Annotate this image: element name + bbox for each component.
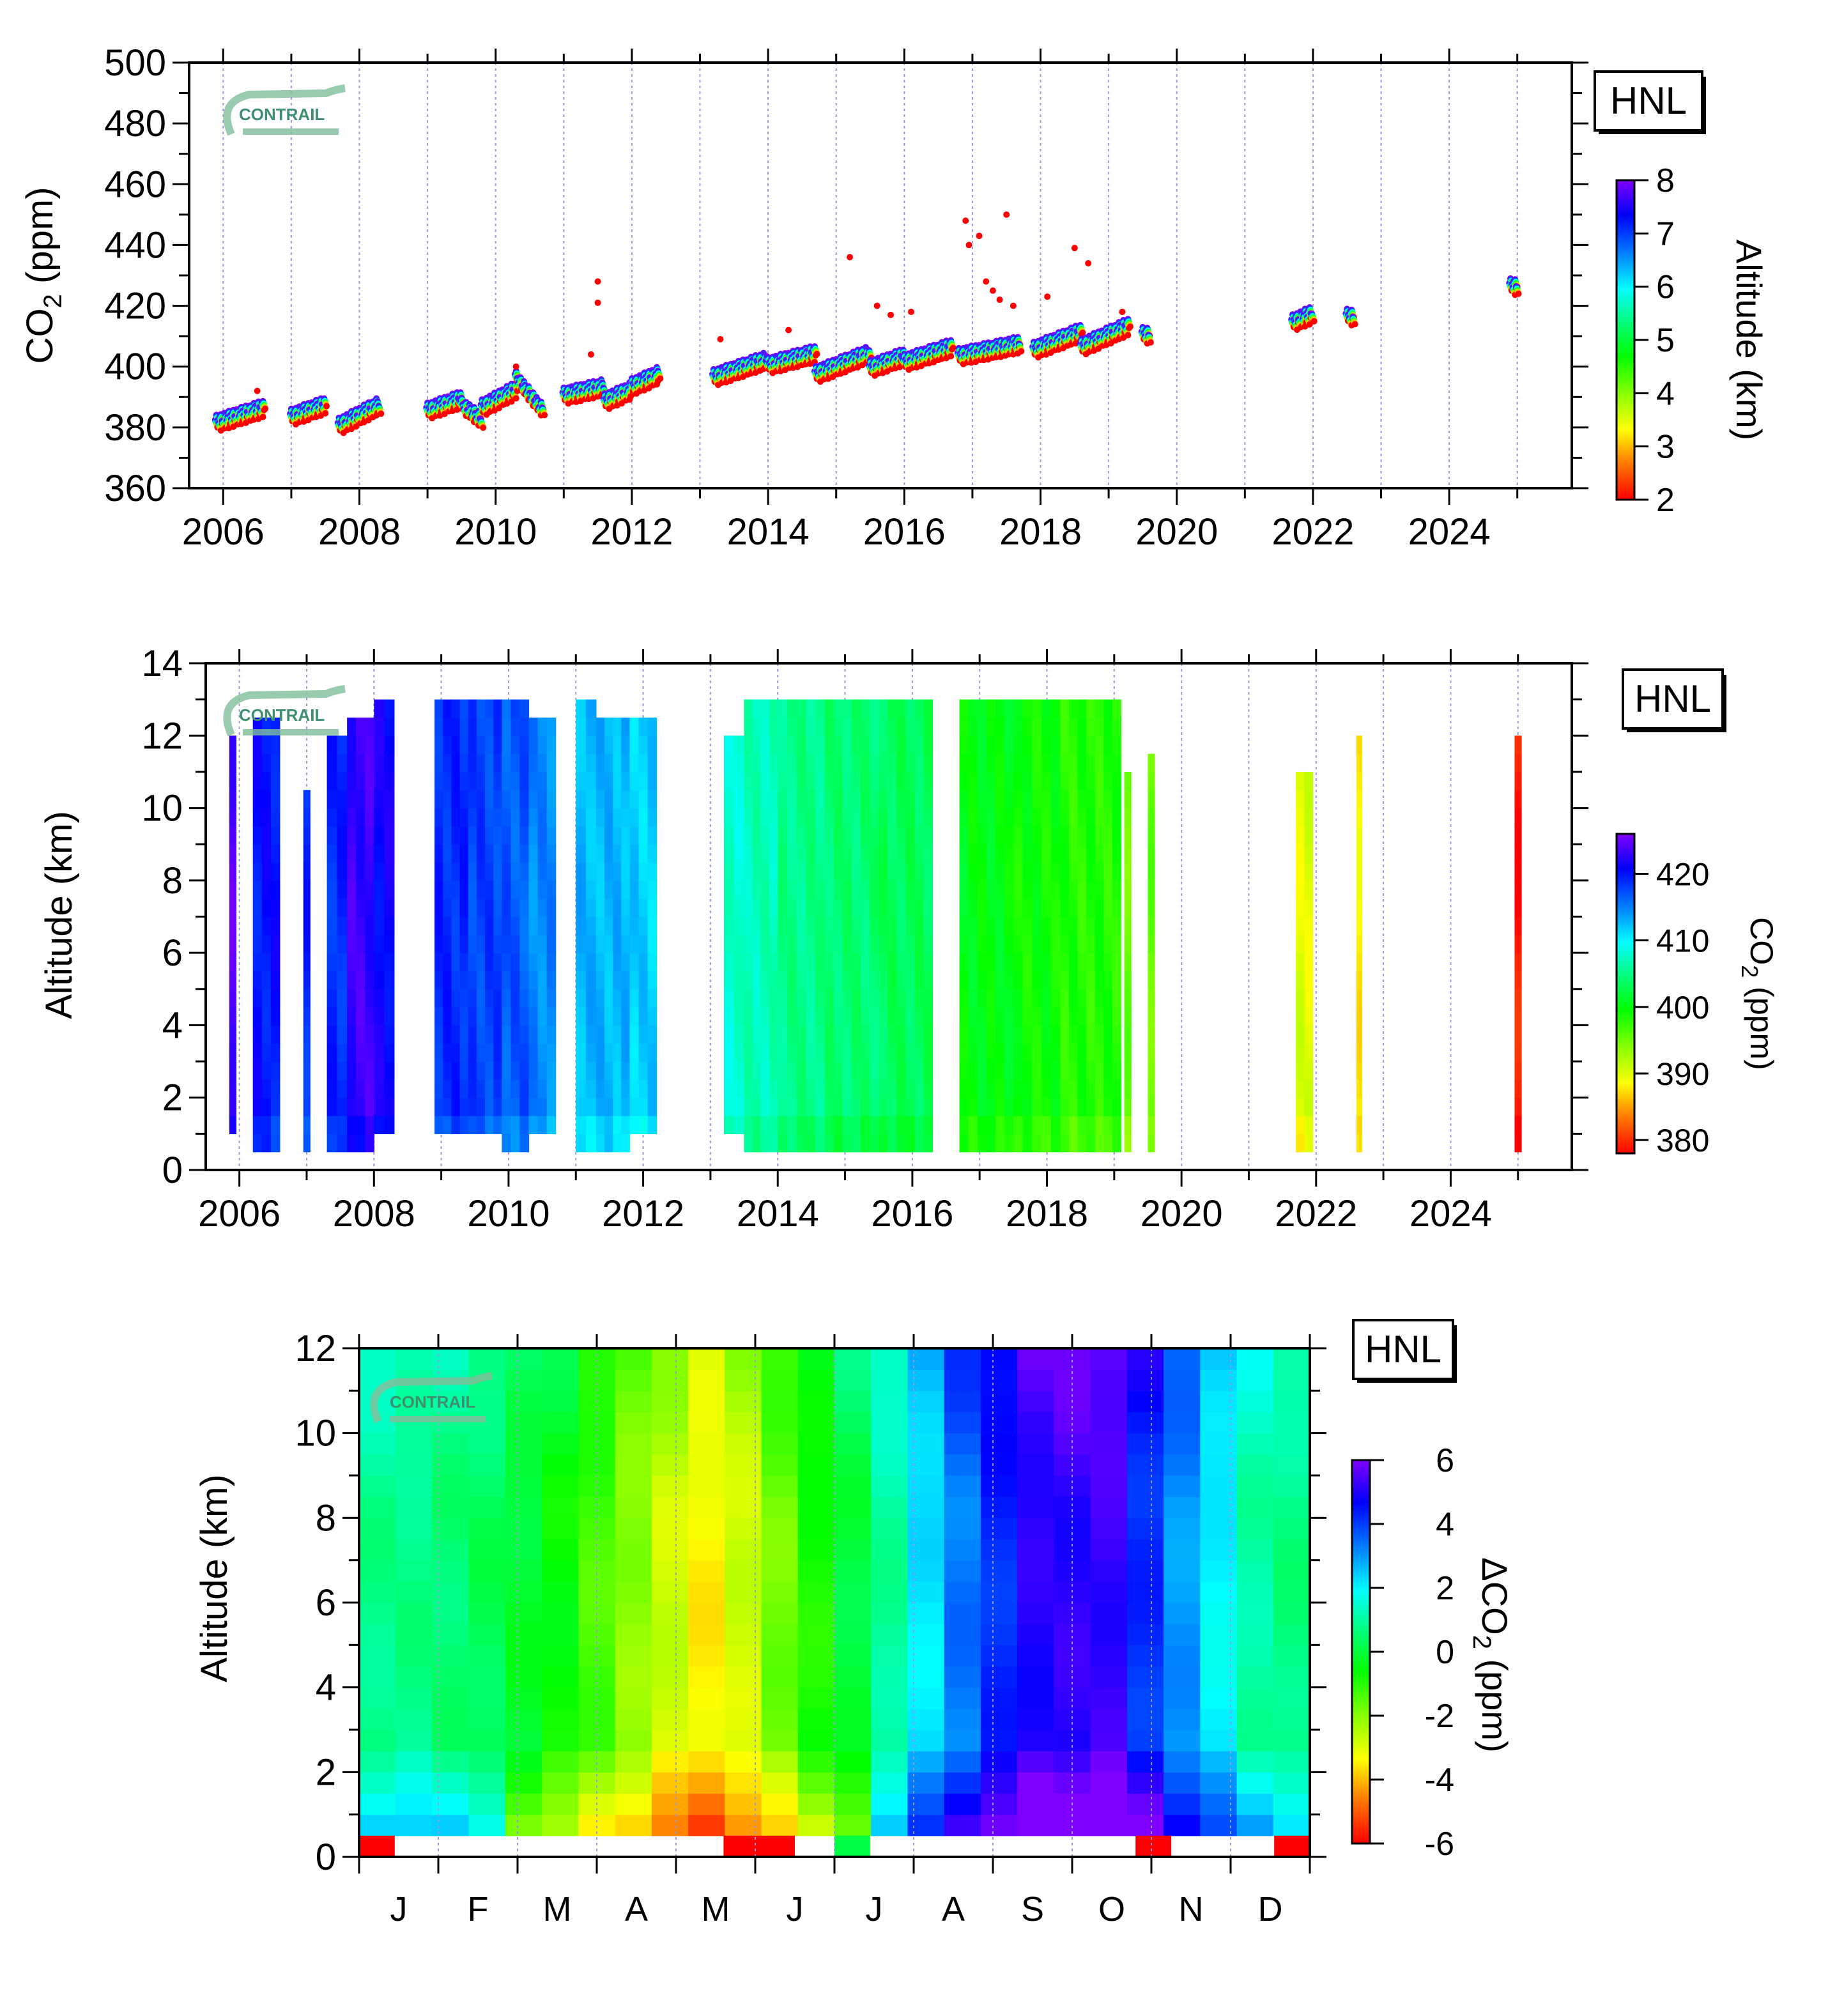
outlier-point — [1044, 293, 1051, 300]
x-tick-label: 2010 — [454, 511, 537, 553]
scatter-point — [1147, 339, 1154, 346]
co2-timeseries-panel: 2006 2008 2010 2012 2014 2016 2018 2020 2022 2024… — [19, 42, 1769, 553]
outlier-point — [962, 217, 969, 224]
x-tick-label: 2024 — [1408, 511, 1491, 553]
scatter-point — [1125, 332, 1132, 339]
scatter-point — [1515, 290, 1522, 297]
x-tick-label: 2012 — [590, 511, 673, 553]
scatter-point — [1310, 318, 1318, 325]
outlier-point — [594, 299, 601, 306]
outlier-point — [976, 233, 983, 240]
outlier-point — [887, 311, 894, 318]
outlier-point — [983, 278, 990, 285]
scatter-point — [1018, 348, 1025, 355]
scatter-point — [512, 395, 519, 402]
co2-outlier-points — [254, 211, 1126, 394]
outlier-point — [1085, 259, 1092, 266]
outlier-point — [587, 351, 594, 358]
x-tick-label: 2016 — [863, 511, 946, 553]
x-tick-label: 2008 — [318, 511, 401, 553]
x-tick-label: 2006 — [182, 511, 265, 553]
scatter-point — [480, 424, 487, 431]
outlier-point — [847, 254, 854, 261]
x-tick-label: 2022 — [1272, 511, 1354, 553]
outlier-point — [996, 296, 1003, 304]
scatter-point — [378, 410, 385, 417]
outlier-point — [512, 363, 519, 370]
scatter-point — [259, 413, 266, 420]
scatter-point — [541, 412, 548, 419]
scatter-point — [1351, 321, 1358, 328]
outlier-point — [1003, 211, 1010, 218]
year-gridlines — [222, 63, 1518, 488]
x-tick-label: 2018 — [999, 511, 1082, 553]
outlier-point — [873, 302, 880, 309]
outlier-point — [594, 278, 601, 285]
scatter-point — [508, 398, 515, 405]
outlier-point — [1119, 309, 1126, 316]
plot-frame — [188, 61, 1573, 489]
scatter-point — [949, 344, 957, 351]
x-tick-label: 2020 — [1135, 511, 1218, 553]
outlier-point — [785, 327, 792, 334]
scatter-point — [1126, 323, 1133, 330]
x-tick-label: 2014 — [727, 511, 810, 553]
outlier-point — [907, 309, 914, 316]
scatter-point — [323, 403, 330, 410]
scatter-point — [262, 405, 269, 412]
x-axis-ticks: 2006 2008 2010 2012 2014 2016 2018 2020 2022 2024 — [182, 49, 1519, 553]
scatter-point — [322, 410, 329, 417]
co2-scatter-points — [211, 275, 1522, 436]
outlier-point — [1071, 245, 1078, 252]
scatter-point — [948, 353, 955, 360]
outlier-point — [717, 335, 724, 342]
scatter-point — [813, 351, 820, 358]
outlier-point — [254, 387, 261, 394]
scatter-point — [657, 375, 664, 382]
outlier-point — [965, 242, 972, 249]
outlier-point — [989, 287, 996, 294]
outlier-point — [1010, 302, 1017, 309]
